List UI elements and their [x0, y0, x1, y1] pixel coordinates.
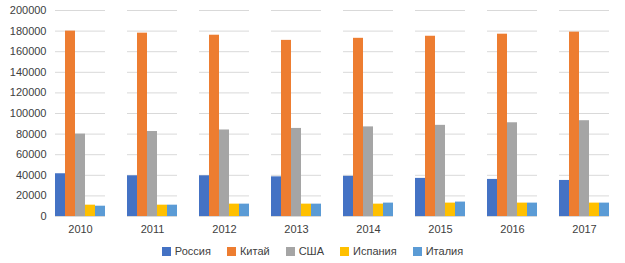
html-text:Китай: Китай: [239, 245, 270, 257]
html-text:Россия: Россия: [174, 245, 211, 257]
svg-text:2010: 2010: [68, 223, 92, 235]
svg-text:80000: 80000: [16, 128, 47, 140]
svg-text:60000: 60000: [16, 148, 47, 160]
html-text:Испания: Испания: [353, 245, 397, 257]
svg-text:160000: 160000: [10, 45, 47, 57]
svg-text:100000: 100000: [10, 107, 47, 119]
svg-text:20000: 20000: [16, 189, 47, 201]
svg-text:0: 0: [40, 210, 46, 222]
svg-text:2017: 2017: [572, 223, 596, 235]
svg-text:2016: 2016: [500, 223, 524, 235]
svg-text:2013: 2013: [284, 223, 308, 235]
html-text:США: США: [298, 245, 324, 257]
svg-text:2011: 2011: [141, 223, 165, 235]
svg-text:2015: 2015: [428, 223, 452, 235]
svg-text:180000: 180000: [10, 25, 47, 37]
svg-text:200000: 200000: [10, 4, 47, 16]
svg-text:40000: 40000: [16, 169, 47, 181]
svg-text:120000: 120000: [10, 86, 47, 98]
svg-text:2014: 2014: [356, 223, 380, 235]
svg-text:140000: 140000: [10, 66, 47, 78]
html-text:Италия: Италия: [425, 245, 464, 257]
svg-text:2012: 2012: [212, 223, 236, 235]
